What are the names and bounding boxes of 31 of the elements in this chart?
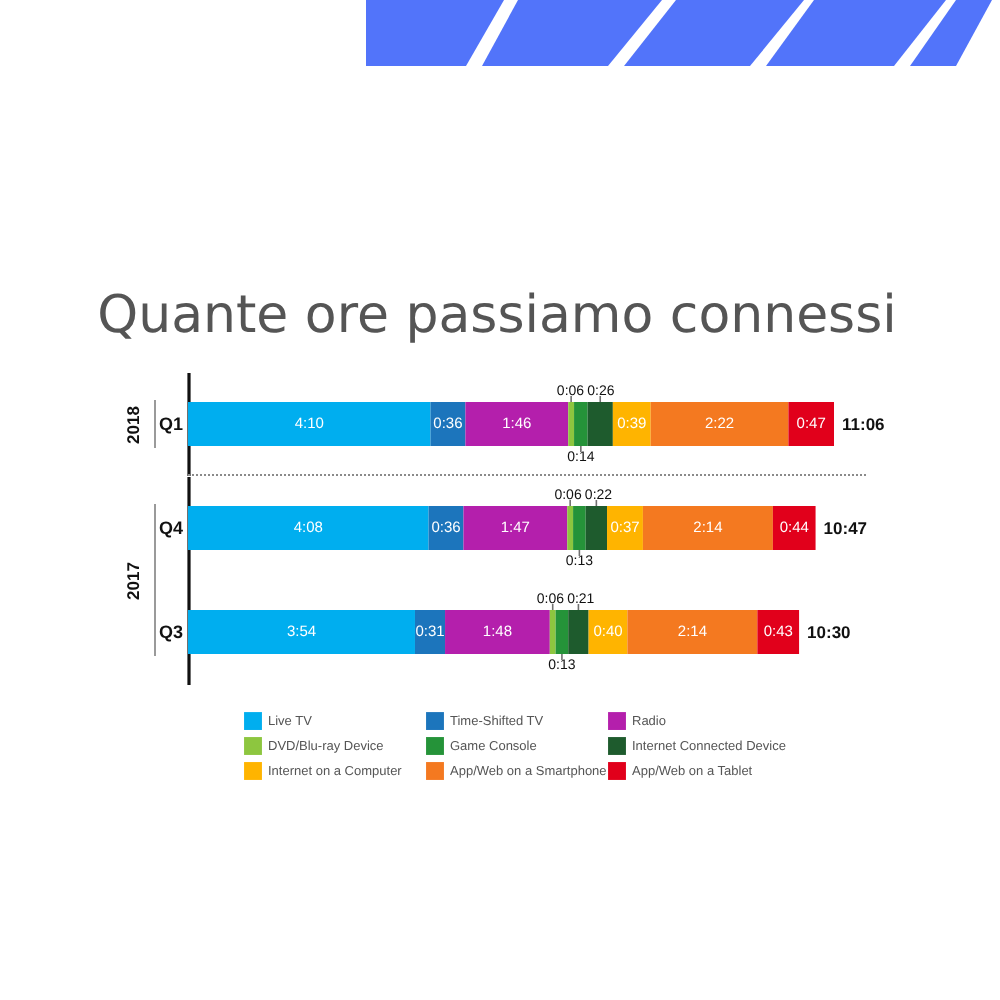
bar <box>465 402 569 446</box>
y-axis-title: 2018 <box>122 405 143 444</box>
bar <box>642 506 773 550</box>
chart-title: Quante ore passiamo connessi <box>97 286 897 346</box>
bar <box>574 402 588 446</box>
y-axis-title: 2017 <box>122 561 143 600</box>
bar <box>772 506 816 550</box>
bar <box>650 402 789 446</box>
bar <box>188 610 415 654</box>
bar <box>607 506 643 550</box>
y-tick-label: Q1 <box>158 414 183 434</box>
bar <box>585 506 608 550</box>
bar <box>567 506 574 550</box>
total-label: 11:06 <box>842 414 886 434</box>
bar <box>445 610 550 654</box>
bar <box>549 610 556 654</box>
total-label: 10:47 <box>823 518 868 538</box>
y-tick-label: Q4 <box>158 518 183 538</box>
bar <box>573 506 586 550</box>
bar <box>188 506 429 550</box>
bar <box>555 610 569 654</box>
total-label: 10:30 <box>807 622 852 642</box>
bar <box>627 610 758 654</box>
bar <box>188 402 431 446</box>
bar <box>788 402 834 446</box>
bar <box>568 610 589 654</box>
bar <box>757 610 800 654</box>
y-tick-label: Q3 <box>158 622 183 642</box>
bar <box>587 402 613 446</box>
bar <box>568 402 575 446</box>
bar <box>463 506 568 550</box>
